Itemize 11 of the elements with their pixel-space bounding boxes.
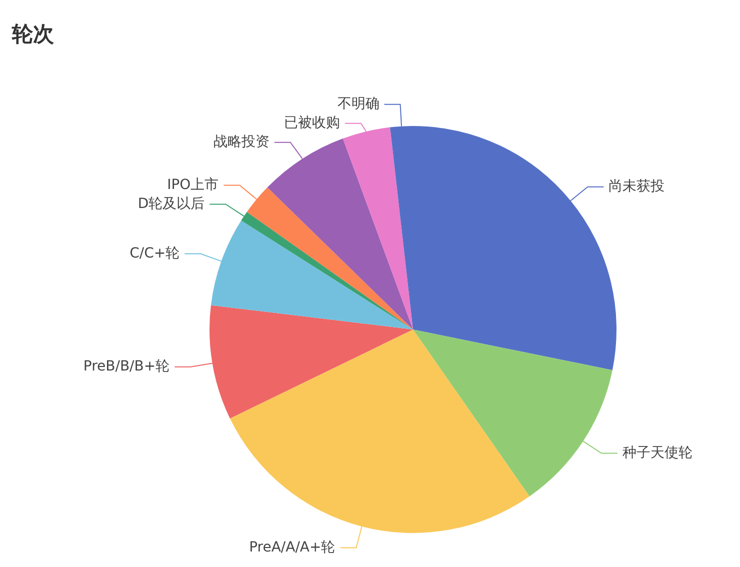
slice-label: C/C+轮 bbox=[130, 245, 180, 262]
slice-label: 不明确 bbox=[337, 96, 380, 112]
slice-label: 战略投资 bbox=[213, 134, 270, 150]
slice-label: 已被收购 bbox=[284, 115, 340, 131]
slice-label: D轮及以后 bbox=[138, 196, 205, 212]
slice-label: PreA/A/A+轮 bbox=[249, 539, 336, 556]
slice-label: 种子天使轮 bbox=[622, 444, 692, 461]
slice-label: 尚未获投 bbox=[608, 178, 665, 194]
slice-label: IPO上市 bbox=[167, 176, 219, 193]
chart-title: 轮次 bbox=[12, 21, 54, 48]
slice-label: PreB/B/B+轮 bbox=[83, 358, 170, 375]
